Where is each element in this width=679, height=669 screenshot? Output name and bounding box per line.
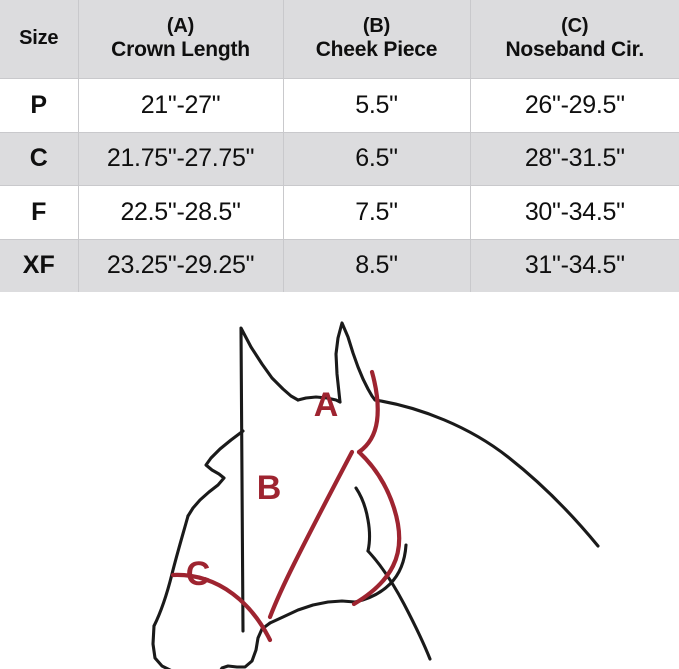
horse-head-diagram: A B C (0, 292, 679, 669)
table-header-row: Size (A) Crown Length (B) Cheek Piece (C… (0, 0, 679, 79)
cell-size: XF (0, 239, 79, 293)
horse-jowl-curve (353, 543, 408, 604)
column-header-size: Size (0, 0, 79, 79)
halter-cheek-outer-curve (351, 449, 402, 607)
cell-size: C (0, 132, 79, 186)
horse-muzzle-outline (151, 621, 272, 669)
table-row: P 21"-27" 5.5" 26"-29.5" (0, 78, 679, 133)
horse-face-profile-line (152, 514, 190, 628)
horse-forehead-line (186, 429, 245, 518)
cell-noseband-cir: 26"-29.5" (470, 78, 679, 133)
cell-size: F (0, 185, 79, 240)
size-chart-table: Size (A) Crown Length (B) Cheek Piece (C… (0, 0, 679, 293)
column-header-cheek-piece: (B) Cheek Piece (283, 0, 471, 79)
cell-crown-length: 21"-27" (78, 78, 284, 133)
cell-cheek-piece: 7.5" (283, 185, 471, 240)
halter-crown-strap-a (356, 369, 380, 455)
column-header-noseband-cir: (C) Noseband Cir. (470, 0, 679, 79)
column-code-a: (A) (166, 14, 195, 37)
horse-left-ear-outline (239, 326, 300, 633)
halter-label-b: B (257, 469, 282, 507)
horse-right-ear-outline (334, 321, 377, 404)
column-code-b: (B) (362, 14, 391, 37)
cell-cheek-piece: 8.5" (283, 239, 471, 293)
horse-throat-line (354, 486, 372, 553)
table-row: F 22.5"-28.5" 7.5" 30"-34.5" (0, 185, 679, 240)
column-header-crown-length: (A) Crown Length (78, 0, 284, 79)
cell-noseband-cir: 28"-31.5" (470, 132, 679, 186)
halter-noseband-c (170, 572, 273, 643)
cell-crown-length: 21.75"-27.75" (78, 132, 284, 186)
table-row: XF 23.25"-29.25" 8.5" 31"-34.5" (0, 239, 679, 293)
halter-cheek-piece-b (267, 449, 355, 620)
table-row: C 21.75"-27.75" 6.5" 28"-31.5" (0, 132, 679, 186)
horse-neck-underside-line (366, 549, 432, 661)
column-code-c: (C) (561, 14, 589, 37)
horse-forelock-notch (296, 395, 342, 404)
cell-cheek-piece: 5.5" (283, 78, 471, 133)
cell-cheek-piece: 6.5" (283, 132, 471, 186)
halter-label-a: A (314, 386, 339, 424)
horse-chin-groove-line (268, 599, 357, 625)
cell-noseband-cir: 31"-34.5" (470, 239, 679, 293)
table-body: P 21"-27" 5.5" 26"-29.5" C 21.75"-27.75"… (0, 78, 679, 293)
column-label-b: Cheek Piece (315, 38, 438, 62)
cell-crown-length: 23.25"-29.25" (78, 239, 284, 293)
table-header: Size (A) Crown Length (B) Cheek Piece (C… (0, 0, 679, 79)
cell-size: P (0, 78, 79, 133)
halter-label-c: C (186, 555, 211, 593)
column-label-c: Noseband Cir. (505, 38, 645, 62)
column-label-a: Crown Length (111, 38, 250, 62)
cell-crown-length: 22.5"-28.5" (78, 185, 284, 240)
cell-noseband-cir: 30"-34.5" (470, 185, 679, 240)
horse-neck-crest-line (373, 398, 600, 548)
